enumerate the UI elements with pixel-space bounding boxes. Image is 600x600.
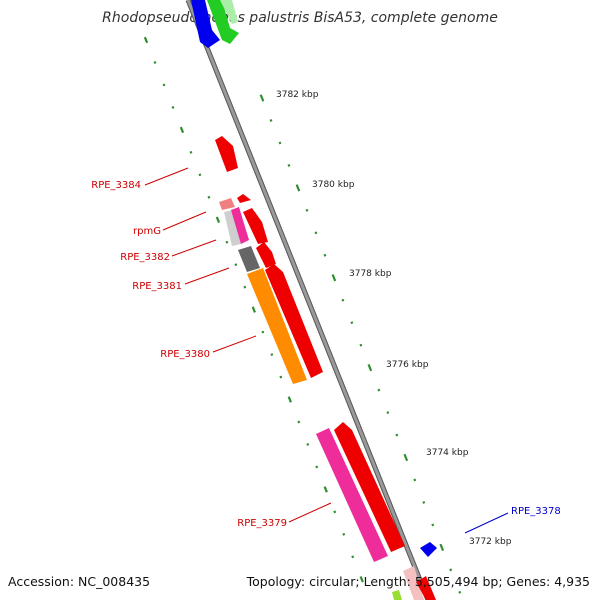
leader-rpe-3379 — [288, 502, 332, 523]
outer-tick-track — [259, 94, 462, 594]
tick-mark — [171, 105, 175, 109]
tick-mark — [234, 263, 238, 267]
tick-mark — [269, 119, 273, 122]
tick-mark — [225, 240, 229, 244]
tick-mark — [333, 510, 337, 514]
gene-arrow-small-red[interactable] — [237, 194, 251, 203]
topology-text: Topology: circular; Length: 5,505,494 bp… — [246, 574, 590, 589]
gene-arrow-red-3382[interactable] — [243, 208, 268, 244]
tick-mark — [359, 343, 363, 347]
gene-arrow-green-bottom[interactable] — [392, 590, 402, 600]
gene-label-rpe-3378[interactable]: RPE_3378 — [511, 506, 561, 517]
tick-mark — [270, 353, 274, 356]
gene-arrow-blue-top[interactable] — [191, 0, 220, 48]
gene-arrow-pink-3379[interactable] — [316, 428, 388, 562]
tick-mark — [422, 501, 426, 504]
tick-mark — [359, 576, 364, 583]
gene-label-rpe-3380[interactable]: RPE_3380 — [160, 349, 210, 360]
tick-mark — [323, 253, 327, 257]
tick-mark — [314, 231, 318, 235]
gene-label-rpe-3382[interactable]: RPE_3382 — [120, 252, 170, 263]
tick-mark — [207, 195, 211, 199]
tick-mark — [413, 478, 417, 482]
gene-arrow-red-bottom[interactable] — [416, 576, 436, 600]
tick-mark — [287, 396, 292, 403]
tick-mark — [350, 321, 354, 325]
tick-mark — [439, 543, 445, 552]
scale-labels: 3782 kbp 3780 kbp 3778 kbp 3776 kbp 3774… — [276, 90, 512, 547]
tick-mark — [243, 285, 247, 289]
tick-mark — [386, 411, 390, 414]
tick-mark — [403, 453, 409, 462]
scale-label-3772: 3772 kbp — [469, 537, 512, 547]
tick-mark — [261, 330, 265, 334]
gene-arrow-gray-3381[interactable] — [238, 246, 260, 272]
tick-mark — [458, 590, 462, 594]
gene-arrow-orange-3380[interactable] — [247, 268, 307, 384]
tick-mark — [215, 216, 221, 223]
tick-mark — [143, 36, 149, 44]
tick-mark — [153, 61, 157, 64]
tick-mark — [287, 163, 291, 167]
scale-label-3778: 3778 kbp — [349, 269, 392, 279]
tick-mark — [342, 532, 346, 536]
gene-arrow-rpe-3384[interactable] — [215, 136, 238, 172]
tick-mark — [259, 94, 265, 102]
gene-arrow-pink-bottom[interactable] — [403, 566, 424, 600]
tick-mark — [367, 363, 373, 372]
gene-label-rpmg[interactable]: rpmG — [133, 226, 161, 237]
tick-mark — [179, 126, 185, 134]
leader-rpmg — [162, 211, 207, 231]
tick-mark — [162, 83, 166, 87]
leader-rpe-3378 — [464, 512, 509, 534]
inner-tick-track — [143, 36, 364, 583]
gene-arrow-lightgreen-top[interactable] — [220, 0, 238, 24]
tick-mark — [306, 443, 310, 446]
tick-mark — [315, 465, 319, 469]
leader-rpe-3381 — [184, 267, 230, 285]
tick-mark — [377, 388, 381, 392]
leader-rpe-3382 — [171, 239, 217, 257]
gene-features — [191, 0, 437, 600]
scale-label-3782: 3782 kbp — [276, 90, 319, 100]
genome-backbone — [185, 0, 431, 600]
scale-label-3780: 3780 kbp — [312, 180, 355, 190]
leader-rpe-3384 — [144, 167, 189, 186]
gene-arrow-green-top[interactable] — [207, 0, 239, 44]
tick-mark — [305, 208, 309, 212]
gene-arrow-rpmg[interactable] — [219, 198, 235, 210]
tick-mark — [279, 375, 283, 379]
tick-mark — [331, 274, 337, 282]
gene-label-rpe-3384[interactable]: RPE_3384 — [91, 180, 141, 191]
tick-mark — [323, 486, 328, 493]
gene-arrow-red-long-b[interactable] — [334, 422, 405, 552]
tick-mark — [278, 141, 282, 145]
accession-text: Accession: NC_008435 — [8, 574, 150, 589]
tick-mark — [297, 420, 301, 424]
gene-arrow-red-3381[interactable] — [256, 242, 276, 268]
tick-mark — [395, 433, 399, 437]
gene-labels: RPE_3384 rpmG RPE_3382 RPE_3381 RPE_3380… — [91, 180, 561, 529]
tick-mark — [431, 523, 435, 527]
gene-arrow-lightgray[interactable] — [224, 210, 241, 246]
tick-mark — [251, 306, 256, 313]
leader-lines — [144, 167, 509, 534]
leader-rpe-3380 — [212, 335, 257, 353]
scale-label-3776: 3776 kbp — [386, 360, 429, 370]
gene-label-rpe-3379[interactable]: RPE_3379 — [237, 518, 287, 529]
gene-arrow-rpe-3378[interactable] — [420, 542, 437, 557]
tick-mark — [341, 298, 345, 302]
gene-arrow-pink-small[interactable] — [231, 207, 249, 244]
tick-mark — [449, 568, 453, 572]
tick-mark — [189, 150, 193, 154]
tick-mark — [198, 173, 202, 177]
scale-label-3774: 3774 kbp — [426, 448, 469, 458]
gene-label-rpe-3381[interactable]: RPE_3381 — [132, 281, 182, 292]
gene-arrow-red-long-a[interactable] — [265, 264, 323, 378]
map-title: Rhodopseudomonas palustris BisA53, compl… — [102, 10, 498, 26]
tick-mark — [351, 555, 355, 559]
tick-mark — [295, 184, 301, 192]
